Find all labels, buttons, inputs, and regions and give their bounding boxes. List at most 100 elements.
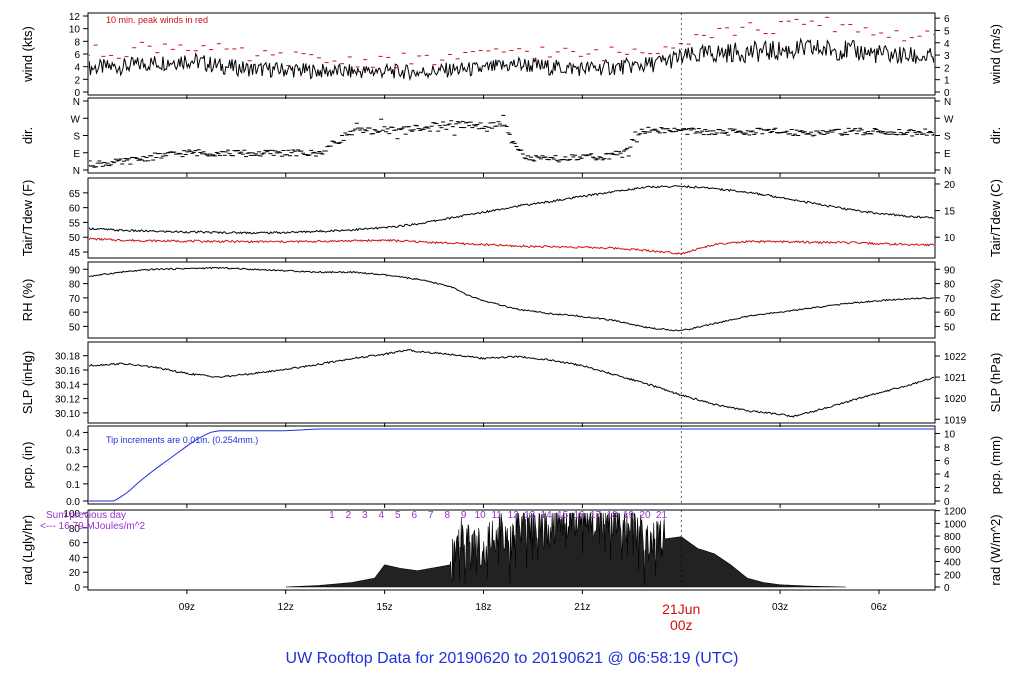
annotation: Sum previous day <box>46 510 126 521</box>
y-tick-label: 90 <box>69 265 81 276</box>
y-tick-label: 65 <box>69 189 81 200</box>
hour-label: 9 <box>461 510 467 521</box>
y-right-tick-label: 1000 <box>944 519 967 530</box>
hour-label: 16 <box>573 510 585 521</box>
hour-label: 13 <box>524 510 536 521</box>
x-tick-label: 15z <box>377 602 393 613</box>
hour-label: 15 <box>557 510 569 521</box>
y-right-tick-label: 400 <box>944 558 961 569</box>
x-tick-label: 03z <box>772 602 788 613</box>
y-right-tick-label: 60 <box>944 308 956 319</box>
y-axis-label: dir. <box>20 127 35 144</box>
series-Tdew <box>89 237 934 255</box>
y-tick-label: 30.12 <box>55 395 80 406</box>
y-tick-label: 20 <box>69 568 81 579</box>
y-axis-right-label: rad (W/m^2) <box>988 514 1003 585</box>
y-right-tick-label: 4 <box>944 470 950 481</box>
y-right-tick-label: 3 <box>944 51 950 62</box>
y-right-tick-label: 8 <box>944 443 950 454</box>
hour-label: 12 <box>508 510 520 521</box>
y-axis-label: SLP (inHg) <box>20 351 35 414</box>
y-axis-label: RH (%) <box>20 279 35 322</box>
y-right-tick-label: 1019 <box>944 415 967 426</box>
series-precip <box>89 428 934 502</box>
y-right-tick-label: 2 <box>944 484 950 495</box>
y-tick-label: W <box>71 114 81 125</box>
y-tick-label: 0 <box>74 583 80 594</box>
plot-area <box>89 266 934 332</box>
date-label: 21Jun <box>662 601 700 617</box>
hour-label: 5 <box>395 510 401 521</box>
y-tick-label: 0.4 <box>66 428 80 439</box>
y-tick-label: N <box>73 166 80 177</box>
panel-frame <box>87 261 936 339</box>
y-right-tick-label: W <box>944 114 954 125</box>
hour-label: 3 <box>362 510 368 521</box>
y-right-tick-label: N <box>944 97 951 108</box>
panel-frame <box>87 341 936 424</box>
y-tick-label: 30.16 <box>55 366 80 377</box>
panel-frame <box>87 12 936 96</box>
plot-area <box>285 511 846 588</box>
y-right-tick-label: 1022 <box>944 352 967 363</box>
y-tick-label: 70 <box>69 294 81 305</box>
y-tick-label: 55 <box>69 218 81 229</box>
y-right-tick-label: 0 <box>944 583 950 594</box>
y-axis-right-label: Tair/Tdew (C) <box>988 179 1003 257</box>
y-right-tick-label: 5 <box>944 26 950 37</box>
y-tick-label: 0.2 <box>66 463 80 474</box>
y-right-tick-label: 4 <box>944 39 950 50</box>
y-right-tick-label: 1 <box>944 76 950 87</box>
hour-label: 17 <box>590 510 602 521</box>
y-right-tick-label: 1021 <box>944 373 967 384</box>
hour-label: 18 <box>606 510 618 521</box>
hour-label: 14 <box>541 510 553 521</box>
panel-frame <box>87 177 936 259</box>
x-tick-label: 18z <box>475 602 491 613</box>
panel-slp: 30.10 30.12 30.14 30.16 30.18 1019 1020 1021 102… <box>20 341 1003 427</box>
y-right-tick-label: 6 <box>944 14 950 25</box>
y-right-tick-label: S <box>944 132 951 143</box>
y-axis-right-label: dir. <box>988 127 1003 144</box>
y-right-tick-label: 800 <box>944 532 961 543</box>
hour-label: 21 <box>656 510 668 521</box>
y-tick-label: 6 <box>74 50 80 61</box>
series-direction <box>89 114 934 168</box>
hour-label: 7 <box>428 510 434 521</box>
y-tick-label: 50 <box>69 233 81 244</box>
y-right-tick-label: 600 <box>944 545 961 556</box>
y-right-tick-label: 10 <box>944 233 956 244</box>
hour-label: 20 <box>639 510 651 521</box>
plot-area <box>89 185 934 255</box>
y-right-tick-label: 15 <box>944 207 956 218</box>
series-peak-wind <box>89 16 934 69</box>
hour-label: 2 <box>346 510 352 521</box>
y-right-tick-label: N <box>944 166 951 177</box>
hour-label: 19 <box>623 510 635 521</box>
y-axis-label: rad (Lgly/hr) <box>20 515 35 585</box>
y-tick-label: 80 <box>69 280 81 291</box>
plot-area <box>89 428 934 502</box>
y-right-tick-label: 10 <box>944 430 956 441</box>
y-right-tick-label: 0 <box>944 497 950 508</box>
plot-area <box>89 114 934 168</box>
y-tick-label: 100 <box>63 509 80 520</box>
y-tick-label: N <box>73 97 80 108</box>
date-time-label: 00z <box>670 617 693 633</box>
y-right-tick-label: 90 <box>944 265 956 276</box>
y-axis-label: wind (kts) <box>20 26 35 83</box>
y-axis-right-label: SLP (hPa) <box>988 353 1003 413</box>
y-right-tick-label: 1200 <box>944 507 967 518</box>
series-radiation <box>285 511 846 588</box>
panel-frame <box>87 97 936 174</box>
y-axis-right-label: wind (m/s) <box>988 24 1003 85</box>
y-tick-label: 0.3 <box>66 446 80 457</box>
y-right-tick-label: 0 <box>944 88 950 99</box>
y-axis-label: Tair/Tdew (F) <box>20 180 35 257</box>
y-tick-label: 80 <box>69 524 81 535</box>
plot-area <box>89 16 934 82</box>
panel-rh: 50 60 70 80 90 50 60 70 80 90 RH (%) RH (%) <box>20 261 1003 342</box>
y-tick-label: 40 <box>69 553 81 564</box>
